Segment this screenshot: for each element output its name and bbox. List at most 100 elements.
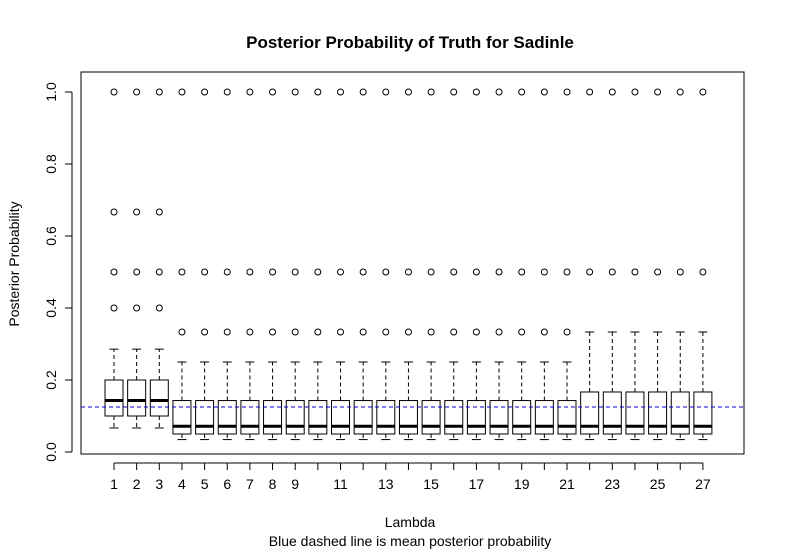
box-2 xyxy=(127,88,147,429)
outlier-point xyxy=(133,268,141,276)
outlier-point xyxy=(155,88,163,96)
box-17 xyxy=(466,88,486,441)
outlier-point xyxy=(404,88,412,96)
outlier-point xyxy=(427,268,435,276)
outlier-point xyxy=(246,328,254,336)
outlier-point xyxy=(518,88,526,96)
outlier-point xyxy=(540,88,548,96)
outlier-point xyxy=(472,328,480,336)
box-iqr xyxy=(376,400,396,435)
box-iqr xyxy=(421,400,441,435)
outlier-point xyxy=(291,268,299,276)
x-axis: 1 2 3 4 5 6 7 8 9 11 13 15 17 19 21 23 25 27 xyxy=(110,462,711,492)
chart-title: Posterior Probability of Truth for Sadin… xyxy=(246,33,574,52)
outlier-point xyxy=(450,328,458,336)
outlier-point xyxy=(472,268,480,276)
box-15 xyxy=(421,88,441,441)
outlier-point xyxy=(359,328,367,336)
outlier-point xyxy=(382,268,390,276)
x-tick-label: 3 xyxy=(155,476,163,492)
box-8 xyxy=(263,88,283,441)
outlier-point xyxy=(382,88,390,96)
outlier-point xyxy=(223,268,231,276)
outlier-point xyxy=(699,268,707,276)
outlier-point xyxy=(155,208,163,216)
outlier-point xyxy=(518,328,526,336)
box-18 xyxy=(489,88,509,441)
y-tick-label: 0.6 xyxy=(43,226,59,246)
x-tick-label: 11 xyxy=(333,476,348,492)
box-20 xyxy=(534,88,554,441)
y-tick-label: 0.8 xyxy=(43,154,59,174)
x-tick-label: 4 xyxy=(178,476,186,492)
outlier-point xyxy=(337,268,344,276)
box-iqr xyxy=(602,391,622,435)
outlier-point xyxy=(631,88,639,96)
box-iqr xyxy=(489,400,509,435)
box-iqr xyxy=(534,400,554,435)
outlier-point xyxy=(314,88,322,96)
outlier-point xyxy=(563,88,571,96)
outlier-point xyxy=(133,304,141,312)
box-iqr xyxy=(648,391,668,435)
box-iqr xyxy=(398,400,418,435)
outlier-point xyxy=(586,268,594,276)
outlier-point xyxy=(472,88,480,96)
outlier-point xyxy=(133,88,141,96)
x-tick-label: 8 xyxy=(269,476,277,492)
x-tick-label: 21 xyxy=(559,476,575,492)
y-tick-label: 0.2 xyxy=(43,370,59,390)
outlier-point xyxy=(676,88,684,96)
outlier-point xyxy=(223,328,231,336)
outlier-point xyxy=(495,328,503,336)
outlier-point xyxy=(608,88,616,96)
outlier-point xyxy=(110,268,118,276)
outlier-point xyxy=(427,328,435,336)
x-axis-label: Lambda xyxy=(385,514,436,530)
box-iqr xyxy=(444,400,464,435)
box-iqr xyxy=(308,400,328,435)
x-tick-label: 13 xyxy=(378,476,394,492)
outlier-point xyxy=(654,88,662,96)
box-iqr xyxy=(195,400,215,435)
outlier-point xyxy=(608,268,616,276)
box-27 xyxy=(693,88,713,441)
outlier-point xyxy=(246,268,254,276)
outlier-point xyxy=(563,268,571,276)
box-25 xyxy=(648,88,668,441)
outlier-point xyxy=(586,88,594,96)
y-axis: 0.0 0.2 0.4 0.6 0.8 1.0 xyxy=(43,82,73,462)
x-tick-label: 7 xyxy=(246,476,254,492)
box-7 xyxy=(240,88,260,441)
box-iqr xyxy=(240,400,260,435)
outlier-point xyxy=(201,88,209,96)
outlier-point xyxy=(246,88,254,96)
outlier-point xyxy=(110,304,118,312)
box-iqr xyxy=(217,400,237,435)
box-iqr xyxy=(172,400,192,435)
box-21 xyxy=(557,88,577,441)
outlier-point xyxy=(699,88,707,96)
outlier-point xyxy=(269,328,277,336)
outlier-point xyxy=(110,208,118,216)
x-tick-label: 17 xyxy=(469,476,485,492)
outlier-point xyxy=(133,208,141,216)
x-tick-label: 15 xyxy=(423,476,439,492)
box-iqr xyxy=(149,379,169,417)
box-11 xyxy=(331,88,350,441)
outlier-point xyxy=(201,268,209,276)
box-22 xyxy=(580,88,600,441)
outlier-point xyxy=(269,88,277,96)
x-tick-label: 6 xyxy=(223,476,231,492)
outlier-point xyxy=(291,328,299,336)
outlier-point xyxy=(359,88,367,96)
outlier-point xyxy=(404,328,412,336)
box-23 xyxy=(602,88,622,441)
x-tick-label: 5 xyxy=(201,476,209,492)
y-tick-label: 1.0 xyxy=(43,82,59,102)
outlier-point xyxy=(450,88,458,96)
box-4 xyxy=(172,88,192,441)
box-iqr xyxy=(580,391,600,435)
box-iqr xyxy=(512,400,532,435)
